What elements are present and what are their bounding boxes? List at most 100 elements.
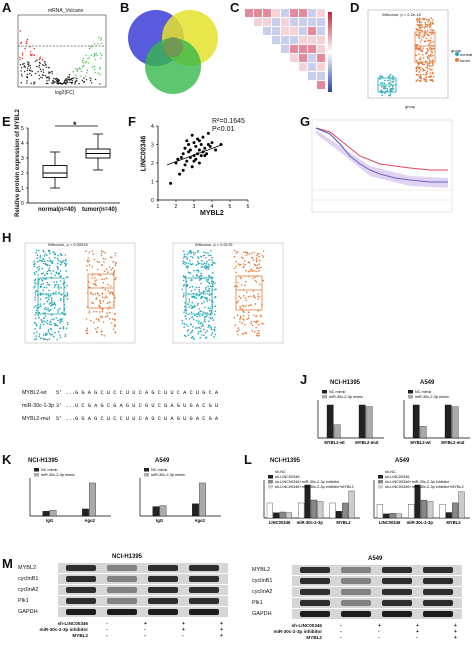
legend-swatch	[144, 468, 149, 472]
panel-h-point	[186, 285, 188, 288]
panel-f-point	[199, 154, 203, 158]
volcano-point	[89, 46, 92, 48]
volcano-point	[20, 82, 22, 84]
volcano-point	[19, 30, 22, 32]
bar	[279, 511, 286, 519]
legend-label: sh-NC	[275, 470, 286, 474]
panel-h-point	[215, 288, 217, 291]
panel-h-point	[192, 275, 194, 277]
panel-h-point	[39, 255, 42, 257]
panel-k-right-title: A549	[155, 458, 170, 464]
panel-h-point	[113, 325, 116, 328]
panel-f-point	[181, 168, 185, 172]
legend-swatch	[378, 470, 383, 474]
panel-h-point	[65, 276, 67, 279]
volcano-point	[44, 74, 47, 77]
volcano-point	[80, 70, 83, 73]
panel-h-point	[36, 331, 38, 333]
panel-h-point	[59, 318, 62, 321]
volcano-point	[24, 66, 27, 68]
bar-category-label: MYBL2-wt	[410, 440, 431, 445]
panel-h-point	[99, 305, 101, 308]
panel-h-point	[190, 336, 193, 339]
panel-d-point	[428, 62, 431, 64]
panel-h-point	[36, 254, 39, 257]
panel-h-point	[182, 295, 185, 298]
panel-h-point	[243, 311, 245, 313]
bar	[329, 502, 336, 519]
panel-d-point	[425, 74, 427, 76]
heatmap-cell	[290, 18, 298, 26]
volcano-point	[33, 83, 35, 85]
panel-h-point	[114, 297, 117, 299]
panel-d-point	[420, 29, 422, 31]
heatmap-cell	[308, 63, 316, 71]
blot-protein-label: GAPDH	[252, 611, 272, 617]
panel-h-point	[260, 315, 262, 318]
panel-h-point	[65, 260, 67, 262]
panel-d-point	[429, 21, 432, 24]
heatmap-cell	[290, 36, 298, 44]
volcano-point	[83, 77, 85, 79]
volcano-point	[63, 81, 65, 84]
panel-h-point	[51, 262, 54, 265]
panel-h-point	[208, 287, 211, 290]
volcano-point	[54, 81, 56, 83]
panel-h-point	[233, 249, 236, 252]
panel-h-point	[35, 290, 37, 292]
panel-f-point	[206, 131, 210, 135]
panel-h-point	[189, 286, 191, 289]
panel-h-point	[61, 311, 63, 314]
panel-h-point	[39, 294, 42, 296]
panel-h-point	[44, 338, 47, 341]
panel-h-point	[46, 254, 48, 256]
legend-label: sh-LINC00346	[275, 475, 299, 479]
blot-strip	[292, 609, 462, 619]
blot-protein-label: Plk1	[252, 600, 263, 606]
heatmap-cell	[281, 9, 289, 17]
bar-category-label: miR-30c-2-3p	[407, 520, 434, 525]
panel-d-point	[431, 19, 434, 21]
volcano-point	[65, 78, 67, 80]
panel-f-point	[176, 157, 180, 161]
panel-h-point	[190, 255, 192, 258]
sequence-text: 3' ...U C G A G C G A G U C G U C G A G …	[56, 403, 219, 409]
volcano-point	[33, 54, 35, 57]
panel-d-boxplot	[367, 9, 459, 99]
panel-h-point	[44, 253, 46, 255]
panel-d-point	[423, 18, 425, 20]
blot-band	[300, 567, 330, 573]
panel-h-point	[191, 263, 194, 265]
panel-h-point	[110, 322, 113, 324]
panel-h-point	[47, 269, 50, 271]
heatmap-cell	[299, 27, 307, 35]
panel-h-point	[54, 324, 57, 327]
panel-d-point	[430, 49, 432, 51]
panel-h-point	[34, 291, 36, 294]
panel-h-point	[235, 260, 237, 263]
panel-h-point	[212, 283, 214, 285]
panel-h-point	[41, 321, 44, 324]
panel-h-point	[35, 324, 38, 327]
panel-h-point	[183, 311, 185, 313]
panel-h-point	[52, 270, 55, 272]
panel-d-point	[423, 35, 426, 37]
panel-h-point	[58, 334, 61, 336]
panel-h-point	[113, 318, 116, 321]
panel-f-point	[190, 133, 194, 137]
panel-h-point	[193, 269, 195, 272]
panel-h-point	[106, 268, 108, 270]
panel-h-point	[59, 327, 61, 330]
panel-h-point	[54, 304, 57, 306]
panel-h-point	[47, 294, 50, 296]
panel-h-point	[64, 286, 66, 289]
panel-h-point	[200, 272, 202, 275]
volcano-point	[51, 82, 53, 84]
panel-h-point	[206, 290, 208, 292]
panel-l-right-bars: LINC00346 miR-30c-2-3p MYBL2sh-NCsh-LINC00…	[373, 470, 470, 525]
volcano-point	[40, 76, 42, 78]
panel-d-point	[423, 77, 426, 80]
panel-h-point	[194, 327, 197, 329]
heatmap-cell	[317, 45, 325, 53]
panel-h-point	[205, 262, 208, 265]
